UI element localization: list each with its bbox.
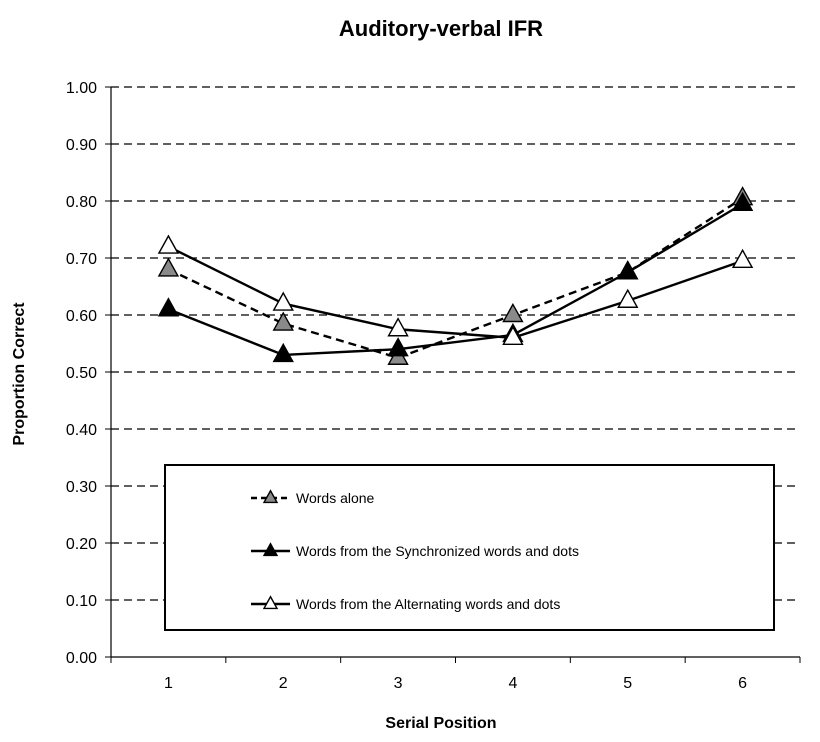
- data-point: [731, 191, 754, 212]
- y-axis-ticks: 0.00 0.10 0.20 0.30 0.40 0.50 0.60 0.70 0.80 0.90…: [66, 80, 111, 667]
- legend-marker: [262, 542, 279, 557]
- data-point: [731, 248, 754, 269]
- data-point: [617, 260, 639, 280]
- legend: Words alone Words from the Synchronized w…: [164, 464, 775, 631]
- series-1: [157, 186, 754, 365]
- y-tick-label: 1.00: [66, 80, 97, 97]
- y-tick-label: 0.30: [66, 479, 97, 496]
- legend-label: Words alone: [296, 490, 375, 506]
- x-axis-label: Serial Position: [385, 715, 496, 732]
- y-axis-label: Proportion Correct: [11, 302, 28, 446]
- x-tick-label: 5: [623, 675, 632, 692]
- y-tick-label: 0.10: [66, 593, 97, 610]
- data-point: [157, 234, 180, 254]
- data-point: [272, 311, 294, 331]
- data-point: [157, 257, 180, 277]
- x-tick-label: 1: [164, 675, 173, 692]
- chart-title: Auditory-verbal IFR: [339, 16, 543, 41]
- data-point: [387, 317, 409, 337]
- data-point: [272, 291, 294, 311]
- y-tick-label: 0.90: [66, 137, 97, 154]
- data-point: [502, 302, 524, 323]
- legend-marker: [262, 489, 279, 504]
- y-tick-label: 0.80: [66, 194, 97, 211]
- series-line: [167, 245, 743, 340]
- legend-box: [164, 464, 775, 631]
- series-line: [167, 202, 744, 357]
- x-tick-label: 2: [279, 675, 288, 692]
- data-point: [387, 337, 409, 357]
- x-tick-label: 6: [738, 675, 747, 692]
- series-lines: [157, 186, 754, 365]
- y-tick-label: 0.40: [66, 422, 97, 439]
- series-2: [157, 191, 754, 363]
- legend-label: Words from the Alternating words and dot…: [296, 596, 560, 612]
- x-tick-label: 3: [394, 675, 403, 692]
- legend-label: Words from the Synchronized words and do…: [296, 543, 579, 559]
- y-tick-label: 0.50: [66, 365, 97, 382]
- y-tick-label: 0.00: [66, 650, 97, 667]
- x-axis-ticks: 1 2 3 4 5 6: [110, 657, 801, 692]
- legend-marker: [262, 595, 279, 610]
- series-3: [157, 234, 754, 345]
- y-tick-label: 0.20: [66, 536, 97, 553]
- data-point: [502, 325, 524, 345]
- y-tick-label: 0.60: [66, 308, 97, 325]
- data-point: [157, 297, 180, 317]
- y-tick-label: 0.70: [66, 251, 97, 268]
- data-point: [272, 342, 294, 363]
- x-tick-label: 4: [508, 675, 517, 692]
- data-point: [617, 288, 639, 308]
